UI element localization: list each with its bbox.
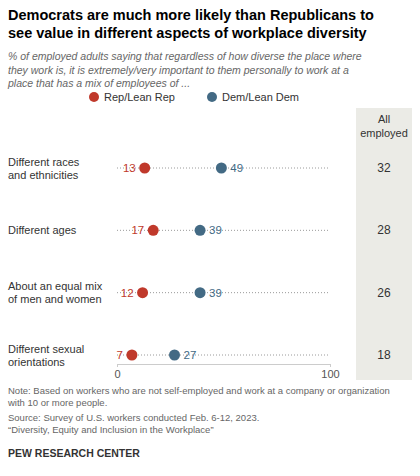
note: Note: Based on workers who are not self-… — [7, 385, 390, 408]
credit: PEW RESEARCH CENTER — [8, 447, 140, 459]
subtitle-line: % of employed adults saying that regardl… — [8, 50, 362, 62]
dot — [169, 350, 180, 361]
data-label: 39 — [209, 224, 222, 236]
data-label: 49 — [230, 162, 243, 174]
x-tick-label: 100 — [321, 368, 339, 380]
source-line: Source: Survey of U.S. workers conducted… — [8, 412, 259, 423]
category-label-line: orientations — [8, 356, 65, 368]
x-axis: 0 100 — [114, 364, 339, 380]
note-line: with 10 or more people. — [7, 397, 107, 408]
dot — [137, 287, 148, 298]
data-label: 27 — [184, 349, 197, 361]
legend-swatch — [89, 92, 99, 102]
row-line — [117, 292, 330, 293]
total-value: 32 — [377, 161, 391, 175]
total-value: 28 — [377, 223, 391, 237]
note-line: Note: Based on workers who are not self-… — [8, 385, 390, 396]
title-line: see value in different aspects of workpl… — [8, 25, 367, 41]
category-label-line: and ethnicities — [8, 169, 79, 181]
subtitle-line: they work is, it is extremely/very impor… — [8, 64, 349, 76]
row-lines — [117, 168, 330, 355]
source-line: “Diversity, Equity and Inclusion in the … — [8, 424, 214, 435]
x-tick-mark — [117, 364, 118, 367]
total-column-header-line: employed — [360, 127, 408, 139]
total-column-header-line: All — [378, 113, 390, 125]
legend-label: Dem/Lean Dem — [222, 91, 299, 103]
category-label: About an equal mixof men and women — [8, 280, 103, 305]
total-column-header: All employed — [360, 113, 408, 139]
category-label-line: Different ages — [8, 224, 77, 236]
total-value: 26 — [377, 286, 391, 300]
row-line — [117, 355, 330, 356]
subtitle: % of employed adults saying that regardl… — [7, 50, 362, 89]
x-tick-mark — [330, 364, 331, 367]
category-label-line: Different sexual — [8, 343, 84, 355]
source: Source: Survey of U.S. workers conducted… — [8, 412, 259, 435]
data-label: 17 — [131, 224, 144, 236]
dot — [195, 287, 206, 298]
title-line: Democrats are much more likely than Repu… — [8, 7, 374, 23]
total-value: 18 — [377, 348, 391, 362]
chart: Democrats are much more likely than Repu… — [0, 0, 420, 476]
category-label-line: About an equal mix — [8, 280, 103, 292]
subtitle-line: place that has a mix of employees of ... — [7, 77, 190, 89]
marks — [126, 163, 226, 361]
dot — [139, 163, 150, 174]
x-axis-line — [118, 365, 331, 368]
x-tick-label: 0 — [114, 368, 120, 380]
category-label: Different ages — [8, 224, 77, 236]
x-tick: 100 — [321, 364, 339, 380]
dot — [126, 350, 137, 361]
category-label-line: Different races — [8, 156, 80, 168]
data-label: 7 — [117, 349, 123, 361]
category-label: Different sexualorientations — [8, 343, 84, 368]
total-column-bg — [356, 108, 412, 380]
data-label: 39 — [209, 287, 222, 299]
legend-label: Rep/Lean Rep — [104, 91, 175, 103]
x-tick: 0 — [114, 364, 120, 380]
category-label: Different racesand ethnicities — [8, 156, 80, 181]
dot — [148, 225, 159, 236]
title: Democrats are much more likely than Repu… — [8, 7, 374, 41]
data-label: 13 — [123, 162, 136, 174]
legend-swatch — [207, 92, 217, 102]
data-label: 12 — [121, 287, 134, 299]
dot — [216, 163, 227, 174]
dot — [195, 225, 206, 236]
category-label-line: of men and women — [8, 293, 102, 305]
